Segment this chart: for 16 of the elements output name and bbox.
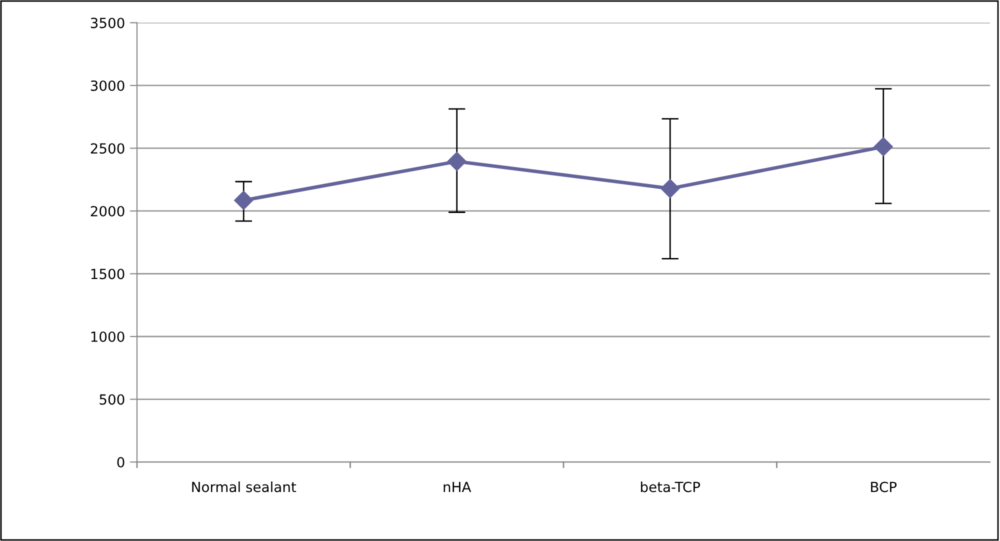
y-tick-label: 1500: [91, 268, 124, 280]
point: [660, 178, 680, 198]
y-tick-label: 2500: [90, 143, 124, 154]
y-tick-label: 500: [100, 394, 124, 405]
y-tick-label: 3500: [90, 18, 124, 28]
y-tick-label: 3000: [90, 80, 124, 91]
x-tick-label: beta-TCP: [640, 481, 700, 492]
x-tick-label: nHA: [444, 482, 472, 492]
y-tick-label: 1000: [91, 331, 124, 342]
y-tick-label: 2000: [90, 206, 124, 216]
x-tick-label: BCP: [871, 482, 897, 492]
point: [447, 152, 466, 171]
x-tick-label: Normal sealant: [192, 481, 296, 492]
point: [234, 190, 254, 210]
y-tick-label: 0: [117, 456, 124, 468]
point: [874, 137, 893, 156]
